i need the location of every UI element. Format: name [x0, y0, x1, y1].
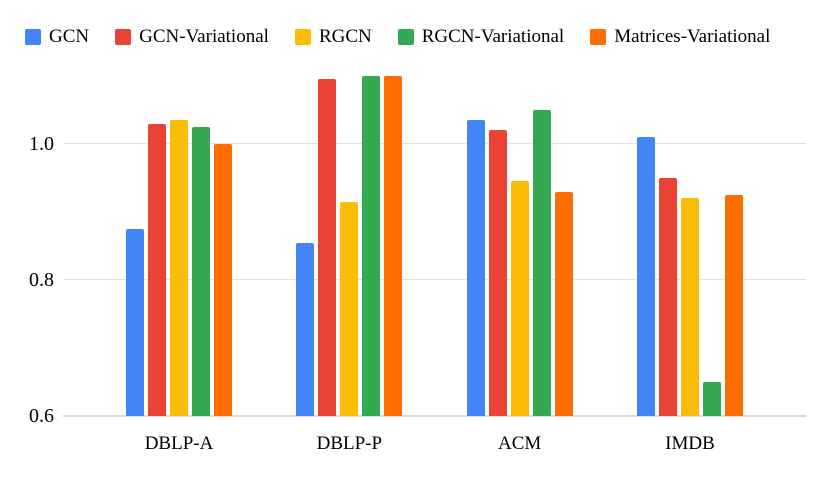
- legend-item: RGCN: [294, 26, 372, 47]
- bar-rgcn-variational: [532, 110, 551, 416]
- bar-groups: DBLP-A DBLP-P ACM IMDB: [63, 76, 806, 454]
- bar-group: DBLP-P: [296, 76, 403, 454]
- y-axis-tick-label: 0.6: [29, 405, 54, 427]
- legend-item: Matrices-Variational: [590, 27, 770, 47]
- gridline: [63, 143, 806, 144]
- legend-color-swatch: [397, 29, 414, 45]
- legend-color-swatch: [294, 29, 311, 45]
- legend-item: RGCN-Variational: [397, 26, 565, 47]
- legend-item-label: GCN-Variational: [139, 26, 269, 47]
- bar-gcn-variational: [148, 123, 166, 416]
- legend-color-swatch: [115, 29, 132, 45]
- x-axis-category-label: DBLP-P: [316, 433, 383, 454]
- legend-item-label: GCN: [49, 26, 90, 47]
- bar-matrices-variational: [554, 191, 573, 416]
- bar-rgcn: [170, 120, 188, 416]
- bar-gcn: [466, 120, 485, 416]
- gridline: [63, 279, 806, 280]
- bar-rgcn: [340, 201, 359, 416]
- bar-matrices-variational: [214, 144, 232, 416]
- bar-gcn-variational: [318, 79, 337, 416]
- y-axis-tick-label: 1.0: [29, 133, 54, 155]
- bar-matrices-variational: [724, 195, 743, 416]
- bar-matrices-variational: [384, 76, 403, 416]
- x-axis-category-label: DBLP-A: [144, 433, 214, 454]
- y-axis-tick-label: 0.8: [29, 269, 54, 291]
- x-axis-category-label: ACM: [498, 433, 542, 454]
- legend-item-label: RGCN: [318, 26, 372, 47]
- legend: GCN GCN-Variational RGCN RGCN-Variational Ma…: [25, 27, 770, 47]
- legend-color-swatch: [25, 29, 41, 45]
- bar-group: IMDB: [636, 76, 743, 454]
- bar-rgcn: [680, 198, 699, 416]
- bar-gcn: [636, 137, 655, 416]
- bar-group: ACM: [466, 76, 573, 454]
- legend-item: GCN-Variational: [115, 27, 269, 47]
- bar-gcn: [296, 242, 315, 416]
- plot-area: 0.6 0.8 1.0 DBLP-A DBLP-P ACM IMDB: [29, 76, 806, 454]
- bar-rgcn: [510, 181, 529, 416]
- legend-item-label: Matrices-Variational: [614, 26, 771, 47]
- bar-gcn: [126, 229, 144, 416]
- bar-gcn-variational: [658, 178, 677, 416]
- x-axis-category-label: IMDB: [665, 433, 715, 454]
- legend-item-label: RGCN-Variational: [421, 26, 565, 47]
- bar-rgcn-variational: [192, 127, 210, 416]
- bar-gcn-variational: [488, 130, 507, 416]
- legend-color-swatch: [590, 29, 607, 45]
- bar-rgcn-variational: [702, 382, 721, 416]
- legend-item: GCN: [25, 27, 89, 47]
- bar-group: DBLP-A: [126, 76, 232, 454]
- x-axis-baseline: [63, 415, 806, 417]
- bar-rgcn-variational: [362, 76, 381, 416]
